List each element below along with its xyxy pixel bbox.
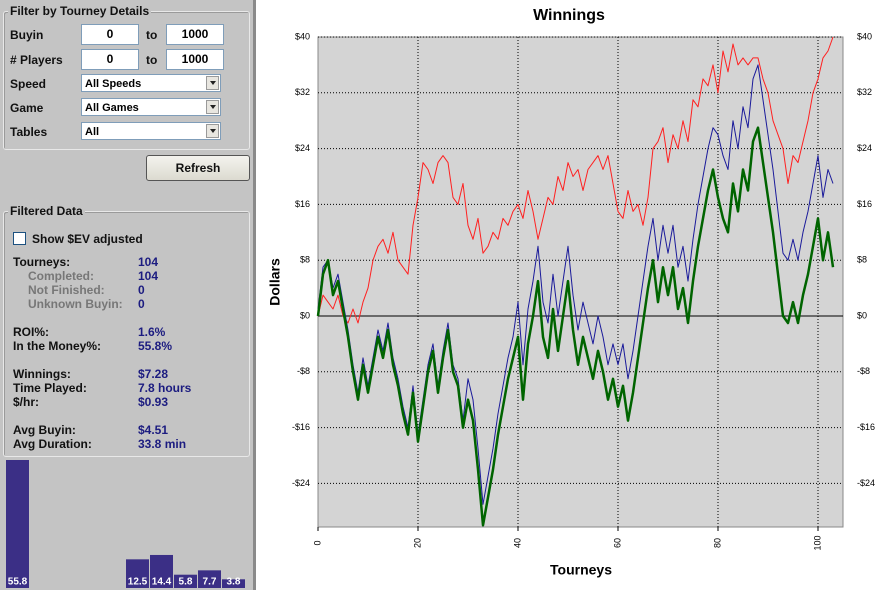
- dropdown-value: All Speeds: [85, 78, 142, 90]
- stat-value: 104: [138, 269, 159, 283]
- bar-value-label: 5.8: [179, 577, 193, 588]
- dropdown[interactable]: All: [81, 122, 221, 140]
- filter-panel: Filter by Tourney Details Buyin 0 to 100…: [0, 0, 256, 590]
- y2-tick-label: $24: [857, 143, 872, 153]
- stat-label: Tourneys:: [13, 255, 71, 269]
- y2-tick-label: $16: [857, 199, 872, 209]
- stat-value: 55.8%: [138, 339, 173, 353]
- text-input[interactable]: 1000: [166, 24, 224, 45]
- stat-label: Unknown Buyin:: [28, 297, 123, 311]
- text-input[interactable]: 1000: [166, 49, 224, 70]
- y2-tick-label: $8: [857, 255, 867, 265]
- y-tick-label: $16: [295, 199, 310, 209]
- histogram: 55.8 12.5 14.4 5.8 7.7 3.8: [6, 460, 245, 588]
- stat-label: $/hr:: [13, 395, 40, 409]
- x-tick-label: 60: [612, 538, 622, 548]
- stat-value: $0.93: [138, 395, 169, 409]
- field-label: Game: [10, 101, 44, 115]
- y-tick-label: $32: [295, 87, 310, 97]
- dropdown-arrow[interactable]: [206, 124, 219, 138]
- field-label: # Players: [10, 53, 63, 67]
- stat-label: Time Played:: [13, 381, 87, 395]
- bar-value-label: 12.5: [128, 577, 148, 588]
- x-tick-label: 20: [412, 538, 422, 548]
- chart: Winnings Dollars Tourneys $40 $40 $32 $32 $2…: [267, 7, 875, 578]
- bar: [222, 579, 245, 588]
- y-tick-label: $24: [295, 143, 310, 153]
- bar: [174, 574, 197, 588]
- y2-tick-label: -$8: [857, 366, 870, 376]
- to-label: to: [146, 28, 158, 42]
- text-input[interactable]: 0: [81, 49, 139, 70]
- stat-value: 0: [138, 297, 145, 311]
- filtered-group: [3, 211, 250, 457]
- stat-value: 33.8 min: [138, 437, 187, 451]
- dropdown[interactable]: All Games: [81, 98, 221, 116]
- bar: [198, 570, 221, 588]
- y2-tick-label: -$16: [857, 422, 875, 432]
- dropdown-arrow[interactable]: [206, 100, 219, 114]
- to-label: to: [146, 53, 158, 67]
- dropdown-value: All Games: [85, 102, 139, 114]
- x-tick-label: 80: [712, 538, 722, 548]
- dropdown-arrow[interactable]: [206, 76, 219, 90]
- field-label: Buyin: [10, 28, 44, 42]
- refresh-button[interactable]: Refresh: [146, 155, 250, 181]
- stat-value: $4.51: [138, 423, 169, 437]
- stat-label: Completed:: [28, 269, 94, 283]
- stat-label: In the Money%:: [13, 339, 102, 353]
- stat-value: $7.28: [138, 367, 169, 381]
- field-label: Tables: [10, 125, 48, 139]
- x-tick-label: 0: [312, 540, 322, 545]
- stat-value: 104: [138, 255, 159, 269]
- bar: [6, 460, 29, 588]
- y2-tick-label: -$24: [857, 478, 875, 488]
- group-title: Filtered Data: [8, 204, 85, 218]
- field-label: Speed: [10, 77, 47, 91]
- x-tick-label: 100: [812, 535, 822, 550]
- stat-value: 7.8 hours: [138, 381, 192, 395]
- stat-label: Avg Duration:: [13, 437, 92, 451]
- stat-value: 0: [138, 283, 145, 297]
- bar: [126, 559, 149, 588]
- stat-label: Winnings:: [13, 367, 71, 381]
- bar-value-label: 14.4: [152, 577, 172, 588]
- text-input[interactable]: 0: [81, 24, 139, 45]
- chart-title: Winnings: [533, 7, 605, 24]
- stat-label: Avg Buyin:: [13, 423, 76, 437]
- dropdown[interactable]: All Speeds: [81, 74, 221, 92]
- y-tick-label: -$8: [297, 366, 310, 376]
- y2-tick-label: $40: [857, 31, 872, 41]
- dropdown-value: All: [85, 126, 100, 138]
- stat-value: 1.6%: [138, 325, 166, 339]
- series-line: [317, 64, 834, 505]
- y-tick-label: -$16: [292, 422, 310, 432]
- y-tick-label: $0: [300, 310, 310, 320]
- y-tick-label: $8: [300, 255, 310, 265]
- series-line: [316, 126, 835, 527]
- bar-value-label: 55.8: [8, 577, 28, 588]
- y-tick-label: $40: [295, 31, 310, 41]
- x-axis-label: Tourneys: [550, 562, 612, 578]
- stat-label: Not Finished:: [28, 283, 105, 297]
- checkbox-label: Show $EV adjusted: [32, 232, 143, 246]
- bar: [150, 554, 173, 588]
- group-title: Filter by Tourney Details: [8, 4, 152, 18]
- y2-tick-label: $0: [857, 310, 867, 320]
- stat-label: ROI%:: [13, 325, 49, 339]
- checkbox[interactable]: [13, 232, 26, 245]
- bar-value-label: 3.8: [227, 577, 241, 588]
- bar-value-label: 7.7: [203, 577, 217, 588]
- y-axis-label: Dollars: [267, 258, 283, 306]
- y-tick-label: -$24: [292, 478, 310, 488]
- y2-tick-label: $32: [857, 87, 872, 97]
- plot-area: [317, 36, 844, 528]
- series-line: [317, 36, 834, 324]
- x-tick-label: 40: [512, 538, 522, 548]
